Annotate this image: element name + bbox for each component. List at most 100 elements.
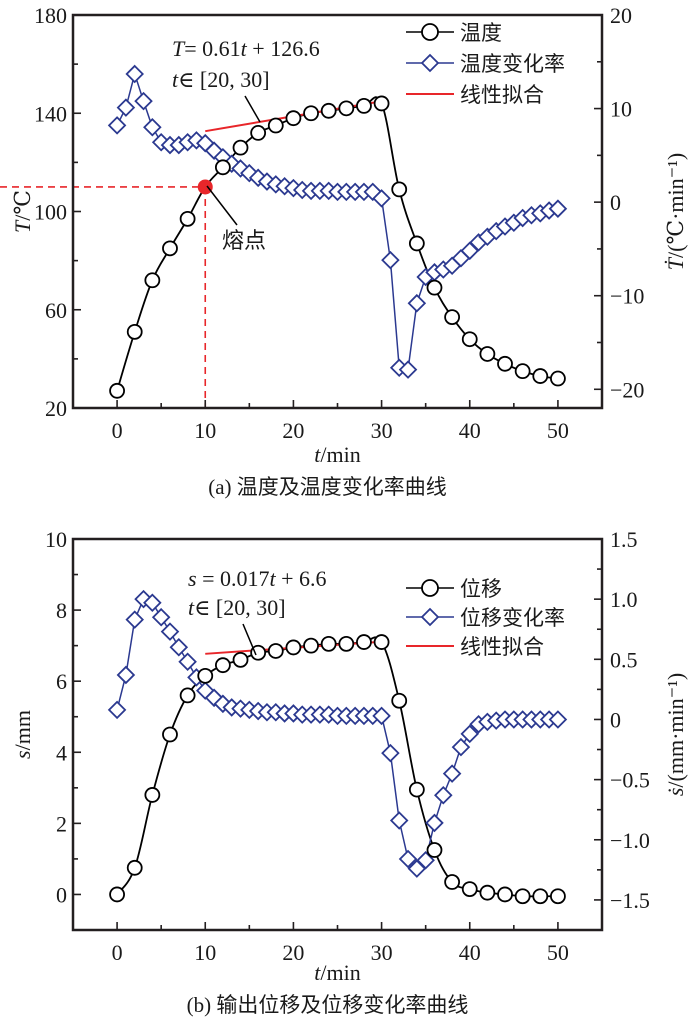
chart-a-ylabel-right-unit: /(℃·min⁻¹) (663, 153, 688, 258)
circle-data-point (426, 279, 443, 296)
y-left-tick-label: 180 (34, 3, 67, 28)
circle-data-point (479, 346, 496, 362)
diamond-data-point (548, 710, 568, 729)
circle-data-point (197, 667, 214, 684)
circle-data-point (461, 881, 478, 898)
chart-b-ylabel-right-unit: /(mm·min⁻¹) (663, 673, 688, 788)
circle-data-point (162, 240, 178, 257)
circle-data-point (356, 634, 372, 650)
circle-data-point (373, 95, 390, 112)
circle-data-point (532, 888, 549, 905)
diamond-data-point (169, 638, 189, 657)
diamond-data-point (434, 785, 453, 805)
y-right-tick-label: 20 (610, 3, 632, 28)
chart-a-ylabel-left-var: T (10, 219, 35, 233)
melting-point-marker (197, 179, 213, 195)
circle-data-point (179, 687, 196, 704)
circle-data-point (550, 370, 566, 387)
diamond-data-point (107, 700, 127, 720)
diamond-data-point (116, 665, 136, 685)
x-tick-label: 40 (459, 418, 481, 443)
circle-data-point (408, 235, 425, 252)
chart-a-legend-label-0: 温度 (460, 21, 502, 45)
chart-a-legend: 温度 温度变化率 线性拟合 (406, 21, 565, 107)
circle-data-point (250, 124, 267, 141)
y-right-tick-label: 0 (610, 190, 621, 215)
chart-b-fit-eq-tail: + 6.6 (276, 566, 327, 591)
chart-a-fit-eq-var: t (241, 36, 248, 61)
chart-b-fit-eq-coef: = 0.017 (197, 566, 270, 591)
diamond-data-point (178, 652, 197, 671)
legend-diamond-marker (420, 607, 440, 627)
chart-a-x-axis-label: t/min (314, 442, 360, 467)
chart-b-legend-item-0: 位移 (406, 577, 502, 601)
circle-data-point (162, 726, 178, 743)
legend-circle-marker (421, 23, 439, 41)
chart-panel-a: 0 10 20 30 40 50 20 60 100 140 180 −20 −10 0 10 20 t/mi… (0, 3, 688, 499)
circle-data-point (126, 323, 143, 340)
chart-a-fit-eq-tail: + 126.6 (247, 36, 320, 61)
diamond-data-point (143, 118, 162, 137)
y-left-tick-label: 60 (45, 298, 67, 323)
chart-b-legend-item-2: 线性拟合 (406, 635, 544, 659)
diamond-data-point (372, 706, 391, 726)
chart-a-fit-equation: T= 0.61t + 126.6 (172, 36, 320, 61)
chart-a-y-left-axis-label: T/℃ (10, 190, 35, 233)
y-left-tick-label: 140 (34, 101, 67, 126)
chart-b-fit-range-var: t (188, 595, 195, 620)
y-right-tick-label: −10 (610, 284, 644, 309)
y-right-tick-label: −0.5 (610, 768, 650, 793)
diamond-data-point (116, 98, 136, 117)
primary-series-line (116, 636, 558, 898)
diamond-data-point (107, 116, 127, 135)
circle-data-point (232, 651, 249, 668)
diamond-data-point (195, 133, 215, 153)
y-left-tick-label: 100 (34, 200, 67, 225)
diamond-data-point (125, 64, 144, 84)
y-left-tick-label: 8 (56, 598, 67, 623)
circle-data-point (514, 363, 531, 380)
diamond-data-point (143, 593, 162, 613)
circle-data-point (426, 842, 443, 858)
chart-a-ylabel-right-var: Ṫ (663, 256, 688, 270)
circle-data-point (303, 105, 319, 122)
chart-b-ylabel-left-unit: /mm (10, 710, 35, 750)
chart-a-marks (0, 64, 568, 408)
diamond-data-point (442, 764, 462, 783)
diamond-data-point (204, 141, 224, 160)
diamond-data-point (160, 622, 180, 641)
chart-a-caption: (a) 温度及温度变化率曲线 (208, 475, 447, 499)
chart-a-xlabel-unit: /min (320, 442, 360, 467)
circle-data-point (179, 210, 196, 227)
circle-data-point (214, 159, 231, 176)
diamond-data-point (407, 293, 427, 313)
chart-b-caption: (b) 输出位移及位移变化率曲线 (187, 993, 469, 1017)
chart-a-ticks: 0 10 20 30 40 50 20 60 100 140 180 −20 −10 0 10 20 (34, 3, 644, 443)
diamond-data-point (372, 189, 391, 208)
chart-b-ylabel-left-var: s (10, 750, 35, 759)
circle-data-point (109, 886, 125, 903)
x-tick-label: 20 (282, 940, 304, 965)
y-right-tick-label: 1.5 (610, 527, 638, 552)
diamond-data-point (213, 694, 233, 714)
chart-b-legend: 位移 位移变化率 线性拟合 (406, 577, 565, 659)
chart-a-fit-annotation: T= 0.61t + 126.6 t∈ [20, 30] (172, 36, 320, 123)
chart-a-fit-range: t∈ [20, 30] (172, 67, 270, 92)
circle-data-point (144, 272, 161, 289)
circle-data-point (373, 634, 390, 650)
chart-panel-b: 0 10 20 30 40 50 0 2 4 6 8 10 −1.5 −1.0 −0.5 0 0.5 1.0 1.5… (10, 527, 688, 1017)
circle-data-point (514, 888, 531, 905)
chart-a-legend-item-1: 温度变化率 (406, 52, 565, 76)
x-tick-label: 30 (371, 940, 393, 965)
chart-b-fit-annotation: s = 0.017t + 6.6 t∈ [20, 30] (188, 566, 327, 656)
circle-data-point (109, 382, 125, 399)
diamond-data-point (195, 681, 215, 700)
circle-data-point (444, 309, 461, 326)
diamond-data-point (231, 159, 250, 178)
circle-data-point (267, 117, 284, 134)
y-right-tick-label: 10 (610, 97, 632, 122)
chart-b-fit-eq-lhs: s (188, 566, 197, 591)
chart-a-melting-point-annotation: 熔点 (206, 185, 266, 253)
circle-data-point (338, 635, 355, 652)
